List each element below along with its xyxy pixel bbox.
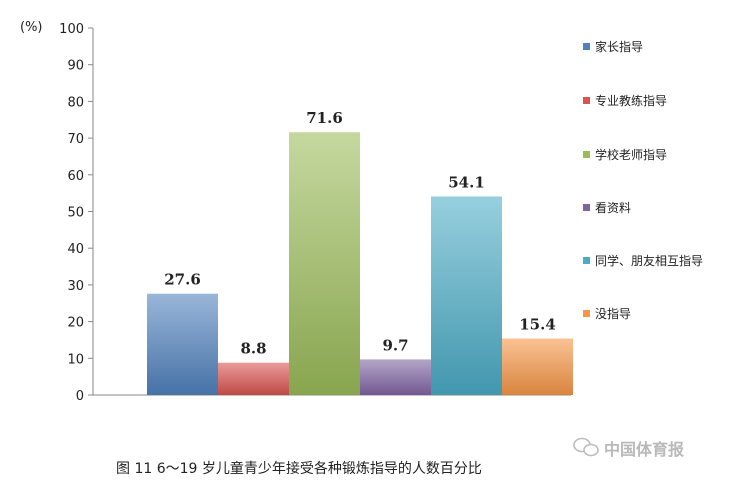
y-axis: 0 10 20 30 40 50 60 70 80 90 100 (59, 22, 571, 404)
bar (502, 338, 573, 395)
legend-label: 看资料 (595, 201, 631, 215)
y-tick-label: 60 (67, 169, 84, 184)
y-axis-unit-label: (%) (20, 20, 43, 35)
data-label: 9.7 (382, 336, 408, 354)
y-tick-label: 50 (67, 206, 84, 221)
watermark: 中国体育报 (573, 437, 684, 459)
y-tick-label: 70 (67, 132, 84, 147)
watermark-text: 中国体育报 (604, 440, 684, 459)
y-tick-label: 10 (67, 352, 84, 367)
legend-swatch (583, 204, 590, 211)
legend-label: 家长指导 (595, 39, 643, 54)
legend-swatch (583, 43, 590, 50)
chart-caption: 图 11 6～19 岁儿童青少年接受各种锻炼指导的人数百分比 (116, 460, 482, 477)
y-tick-label: 40 (67, 242, 84, 257)
legend-label: 学校老师指导 (595, 147, 667, 162)
bar (289, 132, 360, 395)
data-label: 8.8 (240, 340, 266, 358)
data-label: 15.4 (519, 315, 556, 333)
y-tick-label: 0 (76, 389, 84, 404)
data-label: 71.6 (306, 109, 343, 127)
bar (218, 362, 289, 395)
data-label: 27.6 (164, 271, 201, 289)
legend-label: 没指导 (595, 306, 631, 321)
y-tick-label: 20 (67, 316, 84, 331)
legend-swatch (583, 97, 590, 104)
legend-swatch (583, 151, 590, 158)
y-tick-label: 30 (67, 279, 84, 294)
legend-swatch (583, 310, 590, 317)
data-label: 54.1 (448, 173, 485, 191)
y-tick-label: 100 (59, 22, 84, 37)
wechat-icon (573, 437, 599, 457)
y-tick-label: 90 (67, 59, 84, 74)
y-tick-label: 80 (67, 95, 84, 110)
bar (431, 196, 502, 395)
bar (360, 359, 431, 395)
legend-label: 专业教练指导 (595, 93, 667, 108)
data-labels-group: 27.6 8.8 71.6 9.7 54.1 15.4 (164, 109, 556, 357)
legend-swatch (583, 257, 590, 264)
legend-label: 同学、朋友相互指导 (595, 253, 703, 268)
bars-group (147, 132, 573, 395)
bar (147, 293, 218, 395)
